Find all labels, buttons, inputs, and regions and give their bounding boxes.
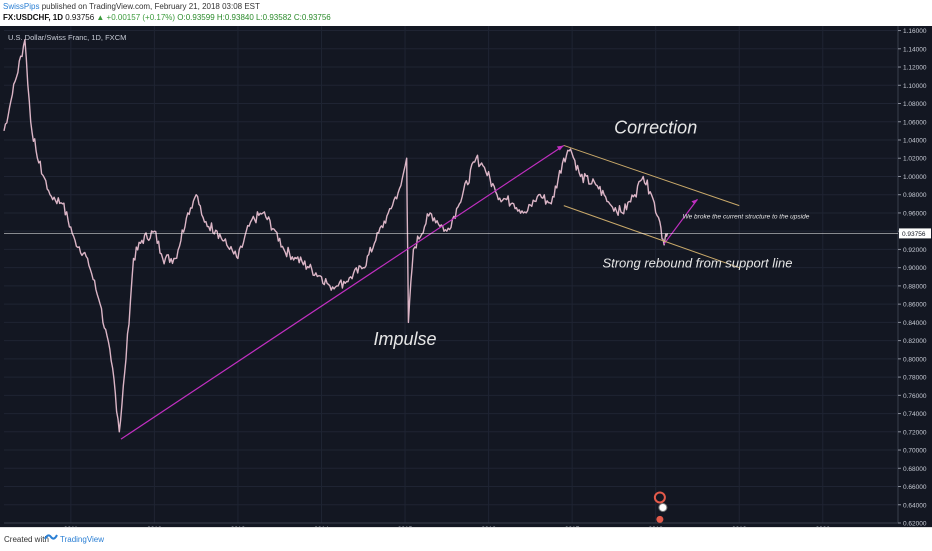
dividend-marker-icon[interactable] xyxy=(656,515,664,523)
y-tick-label: 0.90000 xyxy=(903,265,927,272)
y-tick-label: 0.86000 xyxy=(903,302,927,309)
y-tick-label: 0.82000 xyxy=(903,338,927,345)
y-tick-label: 1.02000 xyxy=(903,156,927,163)
y-tick-label: 0.74000 xyxy=(903,411,927,418)
earnings-marker-icon[interactable] xyxy=(653,491,666,504)
y-tick-label: 0.66000 xyxy=(903,484,927,491)
created-with-label: Created with xyxy=(4,535,49,544)
tradingview-logo-icon[interactable] xyxy=(44,533,58,544)
last-price: 0.93756 xyxy=(65,13,95,22)
symbol-line: FX:USDCHF, 1D 0.93756 ▲ +0.00157 (+0.17%… xyxy=(3,13,331,22)
y-tick-label: 0.76000 xyxy=(903,393,927,400)
chart-panel[interactable] xyxy=(0,26,932,527)
impulse-trend-line[interactable] xyxy=(120,144,565,440)
y-tick-label: 0.62000 xyxy=(903,521,927,528)
symbol-label: FX:USDCHF, 1D xyxy=(3,13,64,22)
y-tick-label: 0.78000 xyxy=(903,375,927,382)
y-tick-label: 0.92000 xyxy=(903,247,927,254)
footer-bar: Created with TradingView xyxy=(0,527,932,551)
y-tick-label: 0.68000 xyxy=(903,466,927,473)
y-tick-label: 0.72000 xyxy=(903,429,927,436)
rebound-arrow-head xyxy=(691,199,698,205)
change-value: ▲ +0.00157 (+0.17%) xyxy=(96,13,176,22)
y-tick-label: 0.88000 xyxy=(903,283,927,290)
ohlc-values: O:0.93599 H:0.93840 L:0.93582 C:0.93756 xyxy=(177,13,331,22)
y-tick-label: 1.10000 xyxy=(903,83,927,90)
y-tick-label: 1.14000 xyxy=(903,46,927,53)
y-tick-label: 1.00000 xyxy=(903,174,927,181)
publisher-link[interactable]: SwissPips xyxy=(3,2,40,11)
y-tick-label: 0.80000 xyxy=(903,356,927,363)
x-tick-label: 2014 xyxy=(314,526,329,527)
price-series-line[interactable] xyxy=(3,39,669,433)
x-tick-label: 2011 xyxy=(64,526,78,527)
impulse-trend-line[interactable] xyxy=(663,198,698,245)
y-tick-label: 0.96000 xyxy=(903,210,927,217)
x-tick-label: 2012 xyxy=(147,526,162,527)
y-tick-label: 0.84000 xyxy=(903,320,927,327)
y-tick-label: 0.64000 xyxy=(903,502,927,509)
y-tick-label: 1.16000 xyxy=(903,28,927,35)
trend-arrow-head xyxy=(556,145,564,151)
current-price-label: 0.93756 xyxy=(902,231,926,238)
chart-annotation: We broke the current structure to the up… xyxy=(683,213,810,220)
x-tick-label: 2018 xyxy=(648,526,663,527)
x-tick-label: 2019 xyxy=(732,526,747,527)
x-tick-label: 2013 xyxy=(231,526,246,527)
y-tick-label: 1.08000 xyxy=(903,101,927,108)
tradingview-link[interactable]: TradingView xyxy=(60,535,105,544)
published-text: published on TradingView.com, February 2… xyxy=(41,2,260,11)
x-tick-label: 2015 xyxy=(398,526,413,527)
price-chart[interactable]: 1.16000 1.14000 1.12000 1.10000 1.08000 1.060… xyxy=(0,26,932,527)
correction-channel-line[interactable] xyxy=(563,205,740,269)
y-tick-label: 1.12000 xyxy=(903,65,927,72)
x-tick-label: 2017 xyxy=(565,526,580,527)
publish-line: SwissPips published on TradingView.com, … xyxy=(3,2,260,11)
x-tick-label: 2016 xyxy=(481,526,496,527)
chart-annotation: Strong rebound from support line xyxy=(602,256,792,271)
chart-annotation: Impulse xyxy=(374,329,437,349)
publish-header: SwissPips published on TradingView.com, … xyxy=(0,0,932,26)
chart-annotation: Correction xyxy=(614,118,697,138)
correction-channel-line[interactable] xyxy=(563,144,740,207)
y-tick-label: 1.06000 xyxy=(903,119,927,126)
x-tick-label: 2020 xyxy=(816,526,831,527)
event-marker-icon[interactable] xyxy=(658,502,668,512)
current-price-tag xyxy=(899,228,931,239)
y-tick-label: 1.04000 xyxy=(903,137,927,144)
y-tick-label: 0.98000 xyxy=(903,192,927,199)
chart-title: U.S. Dollar/Swiss Franc, 1D, FXCM xyxy=(8,33,126,42)
y-tick-label: 0.70000 xyxy=(903,448,927,455)
